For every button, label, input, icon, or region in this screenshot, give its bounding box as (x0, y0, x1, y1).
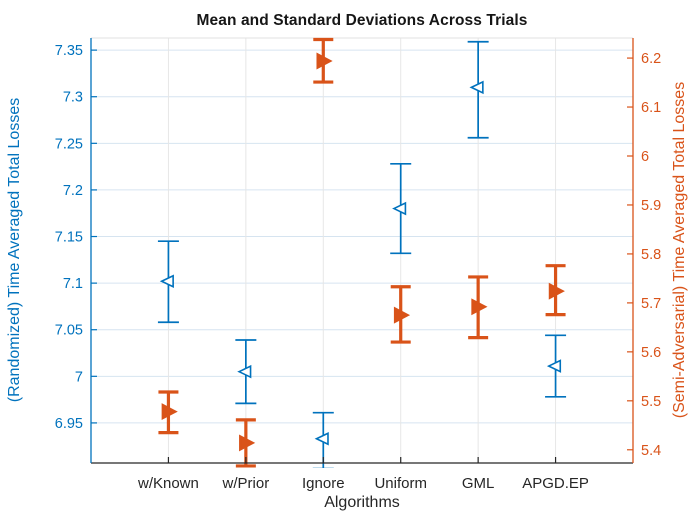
left-y-tick-label: 7.15 (55, 230, 83, 246)
x-tick-label: w/Known (137, 475, 199, 492)
right-y-tick-label: 6.2 (641, 51, 661, 67)
triangle-right-marker-w-prior (239, 434, 256, 452)
x-axis-label: Algorithms (324, 494, 400, 511)
right-y-tick-label: 6 (641, 149, 649, 165)
x-tick-label: Uniform (374, 475, 427, 492)
right-y-tick-label: 5.5 (641, 394, 661, 410)
right-y-tick-label: 5.9 (641, 198, 661, 214)
right-y-axis-label: (Semi-Adversarial) Time Averaged Total L… (671, 81, 688, 419)
left-y-tick-label: 7.35 (55, 43, 83, 59)
right-y-tick-label: 6.1 (641, 100, 661, 116)
left-y-tick-label: 6.95 (55, 416, 83, 432)
left-y-tick-label: 7.25 (55, 136, 83, 152)
series-randomized (157, 40, 567, 468)
x-tick-label: w/Prior (222, 475, 270, 492)
right-y-tick-label: 5.8 (641, 247, 661, 263)
triangle-right-marker-w-known (161, 403, 178, 421)
triangle-left-marker-apgd-ep (546, 359, 562, 373)
left-y-tick-label: 7.2 (63, 183, 83, 199)
triangle-left-marker-ignore (314, 431, 329, 446)
left-y-tick-label: 7.3 (63, 90, 83, 106)
triangle-right-marker-gml (471, 298, 488, 316)
chart-title: Mean and Standard Deviations Across Tria… (196, 12, 528, 29)
left-y-tick-label: 7 (75, 369, 83, 385)
right-y-tick-label: 5.6 (641, 345, 661, 361)
right-y-tick-label: 5.4 (641, 443, 661, 459)
x-tick-label: GML (462, 475, 495, 492)
triangle-left-marker-w-known (159, 274, 174, 289)
left-y-tick-label: 7.05 (55, 323, 83, 339)
series-semi-adversarial (158, 37, 566, 468)
triangle-right-marker-apgd-ep (548, 282, 565, 300)
left-y-tick-label: 7.1 (63, 276, 83, 292)
right-y-tick-label: 5.7 (641, 296, 661, 312)
triangle-right-marker-uniform (393, 306, 411, 324)
x-tick-label: APGD.EP (522, 475, 589, 492)
triangle-left-marker-uniform (392, 201, 407, 216)
left-y-axis-label: (Randomized) Time Averaged Total Losses (6, 97, 23, 403)
triangle-right-marker-ignore (316, 52, 333, 70)
triangle-left-marker-gml (469, 80, 484, 95)
x-tick-label: Ignore (302, 475, 345, 492)
triangle-left-marker-w-prior (237, 364, 252, 379)
